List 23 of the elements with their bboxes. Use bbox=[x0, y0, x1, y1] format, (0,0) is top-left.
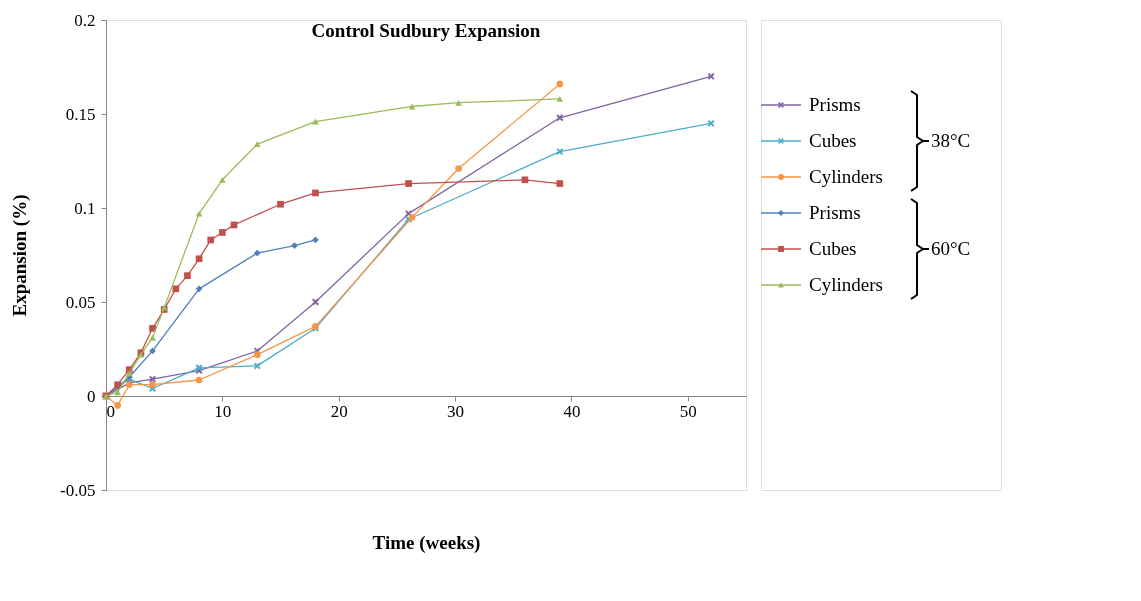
text: 60°C bbox=[931, 238, 971, 259]
x-tick-label: 30 bbox=[447, 401, 465, 421]
x-tick-label: 40 bbox=[563, 401, 581, 421]
y-tick-label: 0.1 bbox=[74, 198, 96, 218]
legend-label: Cylinders bbox=[809, 274, 883, 295]
legend-label: Cylinders bbox=[809, 166, 883, 187]
x-tick-label: 50 bbox=[679, 401, 697, 421]
y-axis-title: Expansion (%) bbox=[9, 194, 32, 317]
x-tick-label: 20 bbox=[330, 401, 348, 421]
legend-label: Cubes bbox=[809, 130, 857, 151]
x-axis-title: Time (weeks) bbox=[372, 531, 481, 554]
legend-label: Prisms bbox=[809, 202, 861, 223]
y-tick-label: 0.2 bbox=[74, 10, 96, 30]
x-tick-label: 0 bbox=[106, 401, 115, 421]
legend-label: Prisms bbox=[809, 94, 861, 115]
x-tick-label: 10 bbox=[214, 401, 232, 421]
y-tick-label: 0.15 bbox=[65, 104, 96, 124]
chart-title: Control Sudbury Expansion bbox=[311, 20, 541, 41]
legend-label: Cubes bbox=[809, 238, 857, 259]
y-tick-label: 0 bbox=[87, 386, 96, 406]
y-tick-label: 0.05 bbox=[65, 292, 96, 312]
y-tick-label: -0.05 bbox=[60, 480, 96, 500]
text: 38°C bbox=[931, 130, 971, 151]
